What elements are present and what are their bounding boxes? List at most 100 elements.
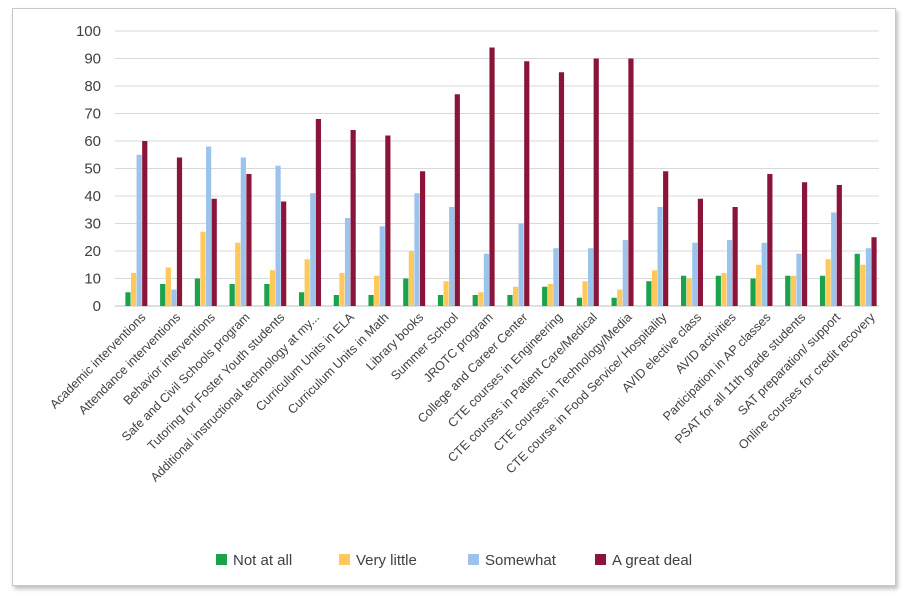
bar-a-great-deal [836, 185, 842, 306]
bar-a-great-deal [593, 58, 599, 306]
bar-very-little [269, 270, 276, 306]
bar-somewhat [657, 207, 663, 306]
bar-very-little [200, 231, 206, 306]
y-tick-label: 0 [93, 298, 101, 315]
bar-somewhat [796, 253, 802, 306]
bar-not-at-all [576, 297, 583, 306]
bar-very-little [686, 278, 692, 306]
bar-not-at-all [715, 275, 721, 306]
bar-very-little [617, 289, 623, 306]
grouped-bar-chart: 0 10 20 30 40 50 60 70 80 90 100 Academic interven… [47, 23, 879, 569]
bar-somewhat [171, 289, 177, 306]
bar-a-great-deal [350, 130, 356, 306]
bar-somewhat [761, 242, 767, 306]
bar-somewhat [449, 207, 455, 306]
legend-label: Very little [356, 552, 417, 569]
bar-somewhat [206, 146, 212, 306]
bar-somewhat [588, 248, 594, 306]
y-tick-label: 50 [84, 161, 101, 178]
bar-a-great-deal [697, 198, 703, 306]
bar-very-little [825, 259, 831, 306]
bar-somewhat [622, 240, 628, 306]
bar-very-little [130, 273, 137, 306]
bar-not-at-all [611, 297, 617, 306]
bar-a-great-deal [801, 182, 808, 306]
bar-very-little [235, 242, 241, 306]
bar-somewhat [379, 226, 385, 306]
bar-not-at-all [681, 275, 687, 306]
bar-somewhat [692, 242, 698, 306]
legend-label: Somewhat [485, 552, 557, 569]
legend-swatch [595, 554, 606, 565]
bar-somewhat [865, 248, 872, 306]
legend-label: Not at all [233, 552, 292, 569]
bar-very-little [860, 264, 866, 306]
bar-very-little [408, 251, 414, 306]
chart-frame: 0 10 20 30 40 50 60 70 80 90 100 Academic interven… [12, 8, 896, 586]
bar-not-at-all [785, 275, 791, 306]
bar-a-great-deal [142, 141, 148, 306]
x-category-label: Safe and Civil Schools program [119, 310, 253, 444]
bar-very-little [651, 270, 658, 306]
bar-very-little [165, 267, 171, 306]
bar-not-at-all [750, 278, 756, 306]
x-category-label: AVID activities [673, 310, 739, 376]
bar-a-great-deal [211, 198, 217, 306]
bar-somewhat [553, 248, 559, 306]
legend-label: A great deal [612, 552, 692, 569]
bar-somewhat [414, 193, 420, 306]
legend-swatch [468, 554, 479, 565]
bar-a-great-deal [628, 58, 634, 306]
bar-somewhat [831, 212, 837, 306]
bar-not-at-all [264, 284, 270, 306]
bar-somewhat [310, 193, 316, 306]
bar-somewhat [275, 165, 281, 306]
bar-not-at-all [368, 295, 374, 306]
bar-very-little [304, 259, 310, 306]
y-tick-label: 70 [84, 106, 101, 123]
bar-a-great-deal [558, 72, 565, 306]
bar-a-great-deal [871, 237, 877, 306]
legend: Not at all Very little Somewhat A great dea… [216, 552, 692, 569]
bar-not-at-all [437, 295, 444, 306]
bar-somewhat [240, 157, 246, 306]
bar-not-at-all [160, 284, 166, 306]
y-tick-label: 100 [76, 23, 101, 40]
bar-not-at-all [646, 281, 652, 306]
y-axis: 0 10 20 30 40 50 60 70 80 90 100 [76, 23, 101, 315]
bar-very-little [512, 286, 519, 306]
bar-a-great-deal [524, 61, 530, 306]
bar-not-at-all [854, 253, 860, 306]
y-tick-label: 80 [84, 78, 101, 95]
bar-not-at-all [229, 284, 235, 306]
bar-not-at-all [507, 295, 513, 306]
bar-very-little [339, 273, 345, 306]
bar-not-at-all [194, 278, 201, 306]
bar-not-at-all [333, 295, 339, 306]
bar-very-little [790, 275, 796, 306]
y-tick-label: 60 [84, 133, 101, 150]
bar-very-little [374, 275, 380, 306]
bar-not-at-all [125, 292, 131, 306]
bar-somewhat [518, 223, 524, 306]
bar-very-little [756, 264, 762, 306]
bar-a-great-deal [767, 174, 773, 306]
bar-somewhat [483, 253, 490, 306]
bar-not-at-all [542, 286, 548, 306]
bar-very-little [547, 284, 553, 306]
y-tick-label: 40 [84, 188, 101, 205]
y-tick-label: 90 [84, 51, 101, 68]
bar-a-great-deal [489, 47, 495, 306]
bar-a-great-deal [732, 207, 738, 306]
bar-somewhat [136, 154, 142, 306]
bar-a-great-deal [176, 157, 183, 306]
bar-somewhat [726, 240, 733, 306]
bar-very-little [721, 273, 727, 306]
x-category-label: CTE course in Food Service/ Hospitality [503, 310, 670, 477]
bar-very-little [478, 292, 484, 306]
bar-not-at-all [472, 295, 478, 306]
bar-a-great-deal [315, 119, 321, 306]
bars [125, 47, 877, 306]
legend-swatch [216, 554, 227, 565]
